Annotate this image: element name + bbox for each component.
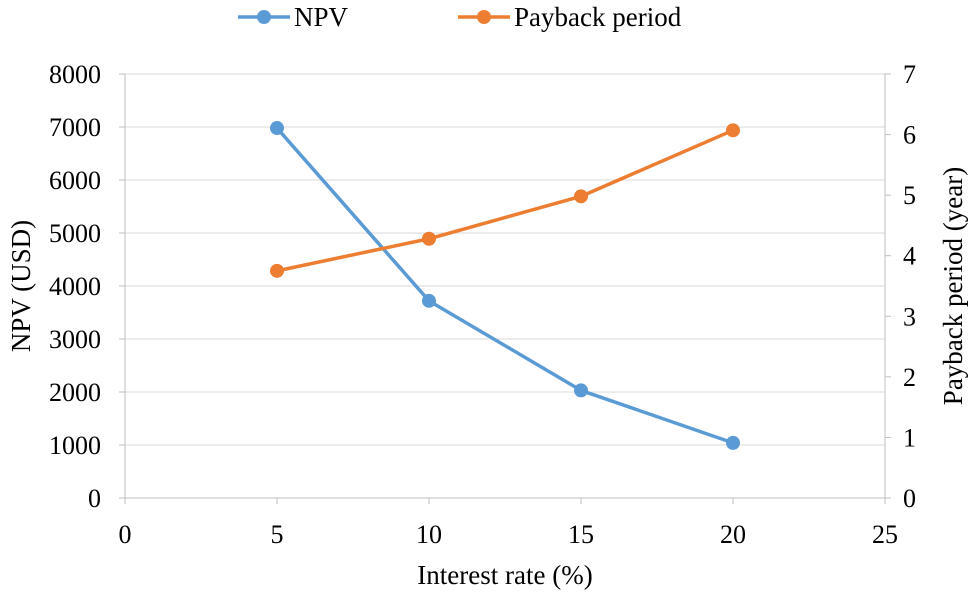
y-tick-label: 7000	[49, 113, 101, 142]
y2-axis-ticks: 0 1 2 3 4 5 6 7	[885, 60, 916, 513]
legend-marker-payback	[477, 10, 491, 24]
y2-tick-label: 6	[903, 121, 916, 150]
data-point-npv	[270, 121, 284, 136]
y2-tick-label: 2	[903, 363, 916, 392]
series-group	[270, 121, 740, 450]
y2-tick-label: 4	[903, 242, 916, 271]
y2-tick-label: 1	[903, 423, 916, 452]
gridlines	[125, 73, 885, 446]
y-tick-label: 3000	[49, 325, 101, 354]
y2-tick-label: 3	[903, 302, 916, 331]
data-point-npv	[726, 435, 740, 450]
y2-tick-label: 5	[903, 181, 916, 210]
y-tick-label: 5000	[49, 219, 101, 248]
data-point-payback-period	[270, 263, 284, 278]
x-tick-label: 10	[416, 520, 442, 549]
y-tick-label: 1000	[49, 431, 101, 460]
legend-marker-npv	[257, 10, 271, 24]
y-axis-title: NPV (USD)	[6, 220, 36, 352]
x-axis-ticks: 0 5 10 15 20 25	[119, 498, 898, 549]
legend-label-npv: NPV	[294, 2, 349, 32]
y2-axis-title: Payback period (year)	[938, 167, 968, 405]
x-axis-title: Interest rate (%)	[417, 560, 592, 590]
legend-label-payback: Payback period	[514, 2, 682, 32]
y2-tick-label: 7	[903, 60, 916, 89]
y-tick-label: 6000	[49, 166, 101, 195]
x-tick-label: 5	[271, 520, 284, 549]
data-point-npv	[574, 383, 588, 398]
series-line-npv	[275, 126, 734, 445]
x-tick-label: 20	[720, 520, 746, 549]
y-tick-label: 2000	[49, 378, 101, 407]
data-point-payback-period	[422, 231, 436, 246]
y-tick-label: 4000	[49, 272, 101, 301]
y-tick-label: 0	[88, 484, 101, 513]
y-tick-label: 8000	[49, 60, 101, 89]
legend: NPV Payback period	[238, 2, 682, 32]
x-tick-label: 25	[872, 520, 898, 549]
x-tick-label: 0	[119, 520, 132, 549]
x-tick-label: 15	[568, 520, 594, 549]
data-point-payback-period	[574, 189, 588, 204]
data-point-npv	[422, 293, 436, 308]
data-point-payback-period	[726, 123, 740, 138]
y-axis-ticks: 0 1000 2000 3000 4000 5000 6000 7000 8000	[49, 60, 125, 513]
y2-tick-label: 0	[903, 484, 916, 513]
series-line-payback-period	[276, 128, 734, 273]
